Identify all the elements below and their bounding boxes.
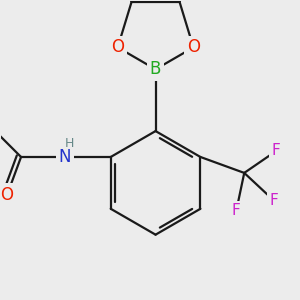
Text: N: N — [58, 148, 71, 166]
Text: O: O — [187, 38, 200, 56]
Text: O: O — [111, 38, 124, 56]
Text: F: F — [272, 143, 280, 158]
Text: O: O — [1, 186, 13, 204]
Text: F: F — [270, 193, 278, 208]
Text: B: B — [150, 60, 161, 78]
Text: F: F — [232, 203, 241, 218]
Text: H: H — [65, 136, 74, 149]
